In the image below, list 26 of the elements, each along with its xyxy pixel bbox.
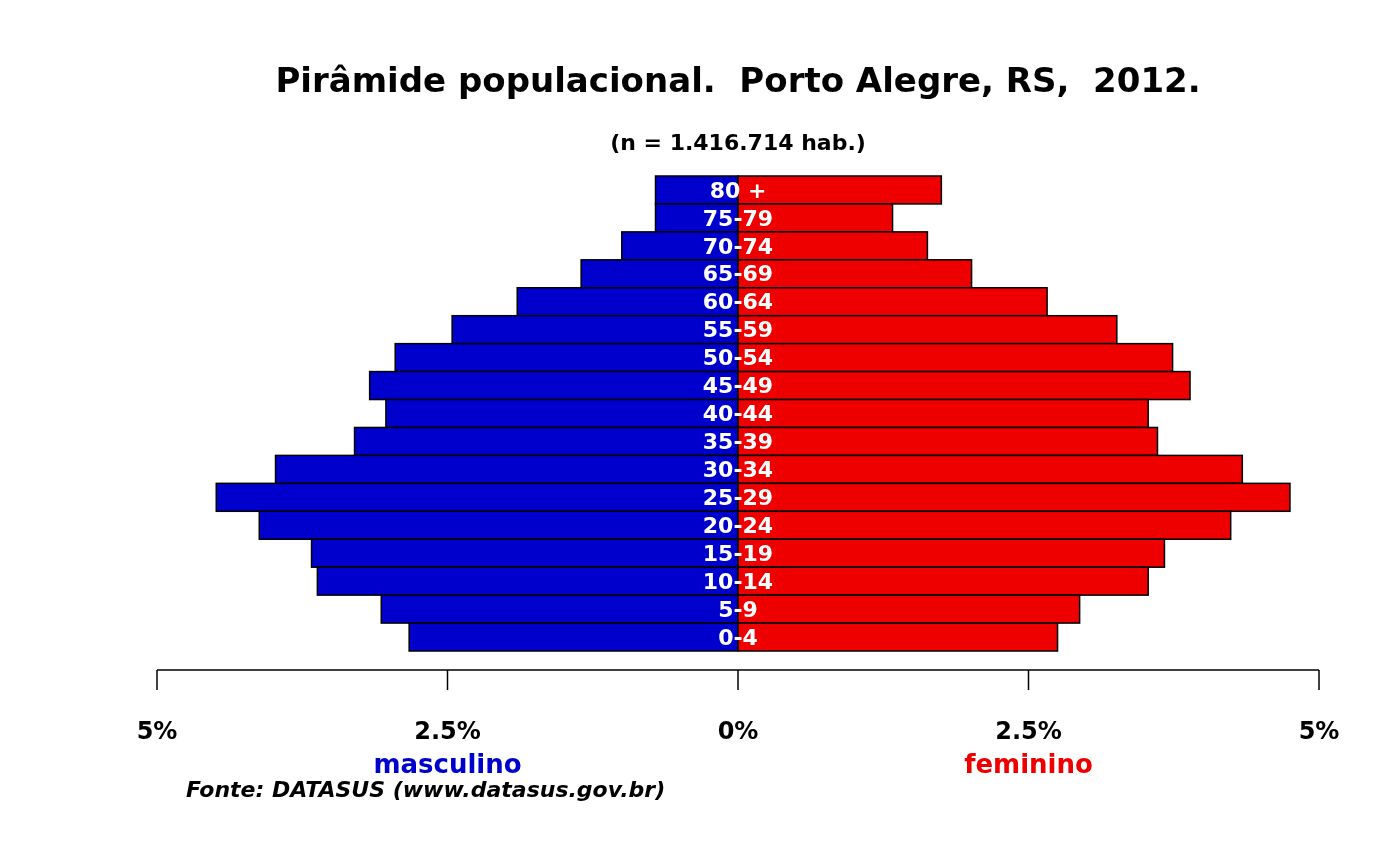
chart-title: Pirâmide populacional. Porto Alegre, RS, 2012. bbox=[275, 60, 1201, 100]
y-tick-label: 0-4 bbox=[718, 624, 758, 650]
text: feminino bbox=[964, 749, 1093, 779]
y-tick-label: 45-49 bbox=[702, 373, 774, 399]
y-tick-label: 20-24 bbox=[702, 512, 774, 538]
y-tick-label: 35-39 bbox=[702, 429, 774, 455]
x-tick-label: 2.5% bbox=[414, 717, 481, 745]
y-tick-label: 15-19 bbox=[702, 540, 774, 566]
y-tick-label: 50-54 bbox=[702, 345, 774, 371]
x-tick-label: 5% bbox=[1298, 717, 1340, 745]
y-tick-label: 10-14 bbox=[702, 568, 774, 594]
x-tick-label: 0% bbox=[717, 717, 759, 745]
y-tick-label: 70-74 bbox=[702, 233, 774, 259]
y-tick-label: 25-29 bbox=[702, 485, 774, 511]
source-note: Fonte: DATASUS (www.datasus.gov.br) bbox=[186, 777, 666, 802]
y-tick-label: 65-69 bbox=[702, 261, 774, 287]
text: masculino bbox=[373, 749, 522, 779]
y-tick-label: 5-9 bbox=[718, 596, 758, 622]
y-tick-label: 30-34 bbox=[702, 457, 774, 483]
x-tick-label: 5% bbox=[136, 717, 178, 745]
y-tick-label: 75-79 bbox=[702, 205, 774, 231]
y-tick-label: 55-59 bbox=[702, 317, 774, 343]
y-tick-label: 40-44 bbox=[702, 401, 774, 427]
y-tick-label: 60-64 bbox=[702, 289, 774, 315]
x-tick-label: 2.5% bbox=[995, 717, 1062, 745]
chart-subtitle: (n = 1.416.714 hab.) bbox=[610, 130, 866, 155]
